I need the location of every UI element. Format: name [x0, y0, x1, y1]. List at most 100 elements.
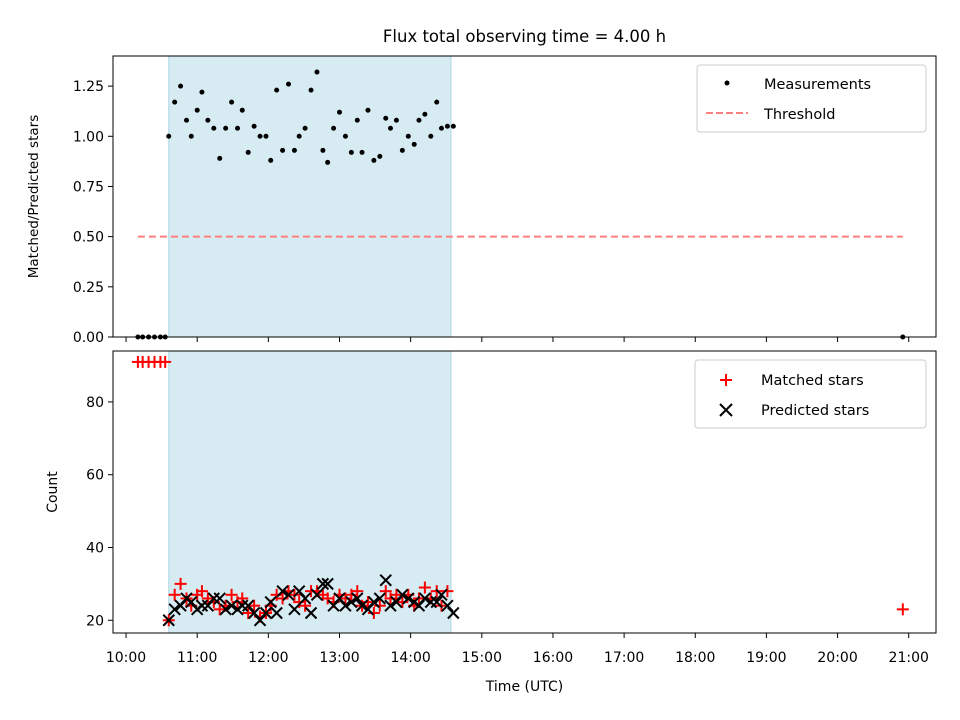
measurement-point: [320, 147, 326, 153]
measurement-point: [383, 115, 389, 121]
bottom-x-tick-label: 13:00: [319, 650, 359, 666]
measurement-point: [444, 123, 450, 129]
predicted-star-point: [373, 592, 387, 605]
predicted-star-point: [379, 574, 392, 587]
bottom-x-tick-label: 17:00: [604, 650, 644, 666]
predicted-star-point: [264, 595, 277, 609]
measurement-point: [235, 125, 241, 131]
panel-flux-ratio: 0.00 0.25 0.50 0.75 1.00 1.25 Flux total obse…: [26, 27, 937, 346]
measurement-point: [274, 87, 280, 93]
measurement-point: [194, 107, 200, 113]
predicted-star-point: [367, 595, 381, 609]
top-y-tick-label: 1.25: [73, 79, 104, 95]
measurement-point: [450, 123, 456, 129]
top-y-tick-label: 0.25: [73, 280, 104, 296]
matched-star-point: [441, 585, 454, 598]
bottom-x-tick-label: 20:00: [817, 650, 857, 666]
legend-matched-marker: [720, 374, 732, 386]
predicted-star-point: [225, 599, 238, 612]
bottom-x-tick-label: 10:00: [106, 650, 146, 666]
measurement-point: [422, 111, 428, 117]
measurement-point: [342, 133, 348, 139]
matched-star-point: [159, 355, 172, 368]
predicted-star-point: [270, 606, 283, 620]
top-legend-box: [696, 64, 927, 133]
measurement-point: [280, 147, 286, 153]
bottom-x-tick-label: 19:00: [746, 650, 786, 666]
bottom-x-tick-label: 21:00: [889, 650, 929, 666]
matched-star-point: [896, 603, 909, 616]
matched-star-point: [168, 588, 181, 601]
matched-star-point: [299, 599, 312, 612]
bottom-y-ticks: 20 40 60 80: [86, 395, 113, 629]
measurement-point: [371, 157, 377, 163]
predicted-star-point: [316, 577, 330, 591]
predicted-star-point: [396, 588, 409, 602]
bottom-x-tick-label: 11:00: [177, 650, 217, 666]
measurement-point: [263, 133, 269, 139]
bottom-y-axis-label: Count: [45, 471, 61, 513]
measurement-point: [291, 147, 297, 153]
bottom-y-tick-label: 80: [86, 395, 104, 411]
predicted-star-point: [288, 603, 301, 616]
measurement-point: [184, 117, 190, 123]
bottom-x-axis-label: Time (UTC): [485, 679, 563, 695]
top-axes-frame: [112, 55, 937, 338]
measurement-point: [438, 125, 444, 131]
predicted-star-point: [355, 599, 369, 612]
predicted-star-point: [304, 606, 318, 620]
legend-predicted-label: Predicted stars: [761, 403, 869, 419]
measurement-point: [428, 133, 434, 139]
matched-star-point: [418, 581, 431, 594]
measurement-point: [365, 107, 371, 113]
bottom-x-ticks: 10:00 11:00 12:00 13:00 14:00 15:00 16:00 17:00…: [106, 633, 929, 666]
measurement-point: [314, 69, 320, 75]
measurement-point: [354, 117, 360, 123]
predicted-star-point: [259, 606, 273, 620]
bottom-axes-frame: [112, 350, 937, 634]
top-shaded-span: [168, 55, 452, 338]
bottom-y-tick-label: 40: [86, 540, 104, 556]
predicted-star-point: [447, 606, 460, 620]
measurement-point: [199, 89, 205, 95]
legend-predicted-marker: [719, 403, 733, 417]
predicted-star-point: [435, 588, 448, 602]
measurement-point: [178, 83, 184, 89]
measurement-point: [257, 133, 263, 139]
measurement-point: [188, 133, 194, 139]
predicted-star-point: [351, 592, 364, 605]
measurement-point: [245, 149, 251, 155]
measurement-point: [337, 109, 343, 115]
top-chart-title: Flux total observing time = 4.00 h: [383, 27, 666, 46]
top-y-ticks: 0.00 0.25 0.50 0.75 1.00 1.25: [73, 79, 113, 346]
measurement-point: [268, 157, 274, 163]
bottom-x-tick-label: 12:00: [248, 650, 288, 666]
measurement-point: [331, 125, 337, 131]
bottom-x-tick-label: 15:00: [462, 650, 502, 666]
predicted-star-point: [162, 614, 175, 627]
measurement-point: [405, 133, 411, 139]
matched-star-point: [367, 606, 380, 619]
matched-star-point: [396, 596, 409, 609]
top-y-axis-label: Matched/Predicted stars: [26, 115, 42, 278]
predicted-star-point: [430, 595, 443, 609]
legend-measurements-marker: [724, 80, 730, 86]
predicted-star-point: [282, 588, 295, 602]
predicted-star-point: [321, 577, 334, 591]
bottom-legend: Matched stars Predicted stars: [694, 359, 927, 429]
bottom-observing-span: [168, 350, 452, 634]
bottom-legend-box: [694, 359, 927, 429]
bottom-shaded-span: [168, 350, 452, 634]
legend-matched-label: Matched stars: [761, 373, 864, 389]
measurement-point: [434, 99, 440, 105]
measurement-point: [416, 117, 422, 123]
top-y-tick-label: 0.75: [73, 179, 104, 195]
matched-star-point: [195, 585, 208, 598]
matched-star-point: [236, 592, 249, 605]
matched-star-point: [248, 599, 261, 612]
top-legend: Measurements Threshold: [696, 64, 927, 133]
top-measurement-points: [135, 69, 906, 340]
measurement-point: [239, 107, 245, 113]
predicted-star-point: [345, 595, 358, 609]
